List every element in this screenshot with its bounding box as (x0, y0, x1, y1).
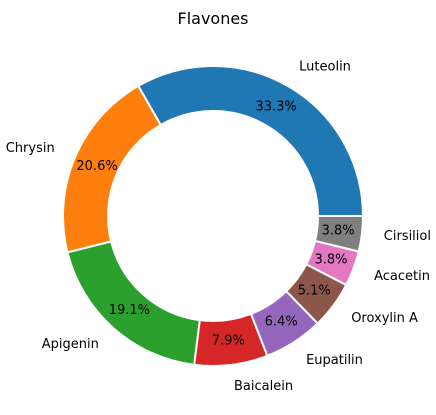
slice-cirsiliol (314, 215, 364, 253)
slice-percent-cirsiliol: 3.8% (322, 224, 355, 239)
slice-percent-oroxylin-a: 5.1% (298, 284, 331, 299)
slice-percent-luteolin: 33.3% (255, 99, 296, 114)
slice-percent-baicalein: 7.9% (212, 334, 245, 349)
slice-percent-apigenin: 19.1% (109, 303, 150, 318)
slice-luteolin (137, 65, 364, 217)
slice-label-chrysin: Chrysin (6, 141, 55, 156)
slice-label-oroxylin-a: Oroxylin A (351, 311, 418, 326)
slice-label-eupatilin: Eupatilin (306, 353, 363, 368)
percent-labels-layer: 33.3% 20.6% 19.1% 7.9% 6.4%5.1% 3.8% 3.8% (76, 99, 354, 348)
labels-layer: Luteolin Chrysin Apigenin Baicalein Eupatili… (6, 60, 431, 395)
slice-percent-acacetin: 3.8% (314, 253, 347, 268)
slice-label-acacetin: Acacetin (374, 269, 430, 284)
slice-label-cirsiliol: Cirsiliol (384, 229, 431, 244)
chart-title: Flavones (177, 9, 248, 28)
slice-label-apigenin: Apigenin (42, 337, 99, 352)
slice-percent-eupatilin: 6.4% (265, 314, 298, 329)
slice-label-baicalein: Baicalein (234, 379, 293, 394)
slices-layer (62, 65, 364, 368)
slice-label-luteolin: Luteolin (299, 60, 351, 75)
slice-percent-chrysin: 20.6% (76, 159, 117, 174)
